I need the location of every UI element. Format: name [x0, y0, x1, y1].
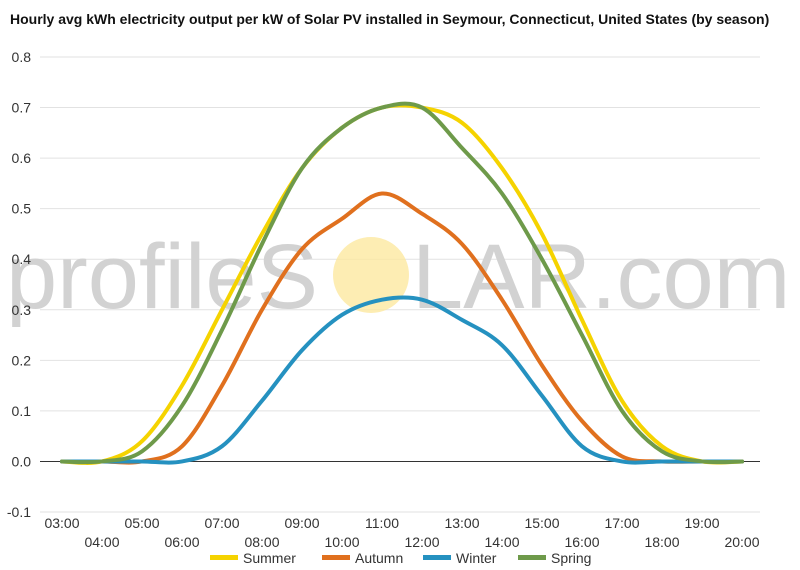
x-tick-label: 18:00	[644, 534, 679, 550]
y-axis: -0.1 0.0 0.1 0.2 0.3 0.4 0.5 0.6 0.7 0.8	[7, 49, 31, 520]
x-tick-label: 10:00	[324, 534, 359, 550]
x-tick-label: 14:00	[484, 534, 519, 550]
x-tick-label: 16:00	[564, 534, 599, 550]
x-tick-label: 08:00	[244, 534, 279, 550]
x-tick-label: 20:00	[724, 534, 759, 550]
y-tick-label: 0.2	[12, 352, 32, 368]
y-tick-label: 0.3	[12, 302, 32, 318]
legend-label-spring: Spring	[551, 550, 591, 566]
legend-swatch-spring	[518, 555, 546, 560]
y-tick-label: 0.4	[12, 251, 32, 267]
x-tick-label: 17:00	[604, 515, 639, 531]
x-tick-label: 07:00	[204, 515, 239, 531]
x-tick-label: 15:00	[524, 515, 559, 531]
x-tick-label: 09:00	[284, 515, 319, 531]
chart-title: Hourly avg kWh electricity output per kW…	[10, 11, 770, 27]
watermark-text-right: LAR.com	[412, 226, 790, 328]
x-tick-label: 12:00	[404, 534, 439, 550]
x-tick-label: 06:00	[164, 534, 199, 550]
legend-label-autumn: Autumn	[355, 550, 403, 566]
y-tick-label: 0.8	[12, 49, 32, 65]
x-tick-label: 05:00	[124, 515, 159, 531]
y-tick-label: -0.1	[7, 504, 31, 520]
y-tick-label: 0.5	[12, 201, 32, 217]
y-tick-label: 0.7	[12, 100, 32, 116]
y-tick-label: 0.1	[12, 403, 32, 419]
grid	[40, 56, 760, 513]
x-axis: 03:00 04:00 05:00 06:00 07:00 08:00 09:00 10:00…	[44, 515, 759, 550]
legend-swatch-autumn	[322, 555, 350, 560]
watermark-text-left: profileS	[6, 226, 318, 328]
y-tick-label: 0.6	[12, 150, 32, 166]
legend-label-winter: Winter	[456, 550, 497, 566]
legend-label-summer: Summer	[243, 550, 296, 566]
y-tick-label: 0.0	[12, 453, 32, 469]
x-tick-label: 11:00	[365, 515, 399, 531]
legend-swatch-summer	[210, 555, 238, 560]
series-line-spring	[60, 101, 744, 465]
legend: Summer Autumn Winter Spring	[210, 550, 591, 566]
x-tick-label: 19:00	[684, 515, 719, 531]
x-tick-label: 03:00	[44, 515, 79, 531]
series-line-winter	[60, 295, 744, 465]
legend-swatch-winter	[423, 555, 451, 560]
series-line-autumn	[60, 191, 744, 465]
watermark-sun-icon	[333, 237, 409, 313]
series-group	[60, 101, 744, 465]
watermark: profileS LAR.com	[6, 226, 790, 328]
x-tick-label: 04:00	[84, 534, 119, 550]
x-tick-label: 13:00	[444, 515, 479, 531]
